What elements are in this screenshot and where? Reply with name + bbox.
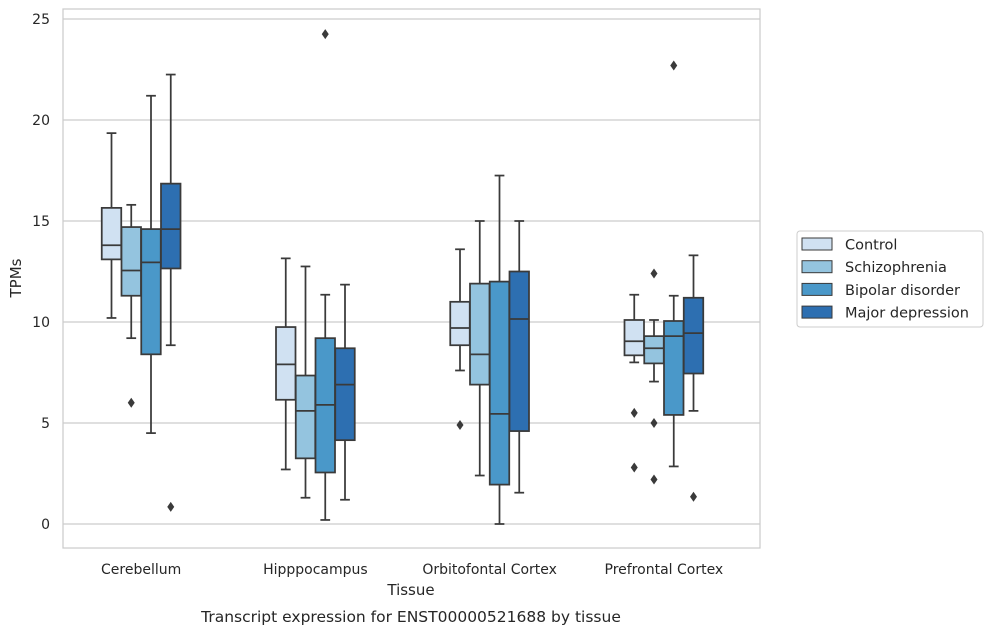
x-tick-label: Orbitofontal Cortex	[422, 562, 557, 578]
legend-label: Major depression	[845, 306, 969, 322]
y-axis-ticks: 0 5 10 15 20 25	[32, 12, 50, 533]
box-body	[334, 347, 356, 442]
box-control	[623, 293, 645, 473]
x-axis-label: Tissue	[386, 581, 434, 599]
outlier-point	[630, 462, 638, 473]
box-major-depression	[682, 254, 705, 502]
box-body	[663, 320, 685, 416]
box-major-depression	[334, 283, 356, 501]
box-major-depression	[508, 220, 530, 494]
outlier-point	[321, 29, 329, 40]
y-tick-label: 20	[32, 113, 50, 129]
box-body	[294, 374, 317, 460]
legend-label: Bipolar disorder	[845, 283, 960, 299]
outlier-point	[456, 420, 464, 431]
legend-frame	[796, 230, 984, 328]
y-tick-label: 25	[32, 12, 50, 28]
box-body	[140, 228, 162, 356]
legend-label: Schizophrenia	[845, 260, 947, 276]
box-major-depression	[160, 73, 182, 512]
box-body	[100, 206, 123, 261]
box-body	[682, 296, 705, 375]
box-schizophrenia	[120, 203, 142, 408]
x-tick-label: Cerebellum	[101, 562, 181, 578]
legend-swatch	[801, 305, 833, 319]
y-axis-label: TPMs	[7, 258, 25, 298]
legend-swatch	[801, 237, 833, 251]
box-body	[449, 300, 471, 347]
outlier-point	[650, 418, 658, 428]
box-body	[120, 226, 142, 297]
y-tick-label: 5	[41, 416, 50, 432]
box-body	[623, 319, 645, 357]
box-body	[160, 182, 182, 270]
box-schizophrenia	[294, 265, 317, 499]
x-axis-ticks: Cerebellum Hipppocampus Orbitofontal Corte…	[101, 562, 723, 578]
outlier-point	[167, 501, 175, 512]
box-control	[100, 132, 123, 319]
outlier-point	[650, 268, 658, 279]
box-schizophrenia	[469, 220, 491, 477]
box-body	[469, 282, 491, 386]
box-control	[449, 248, 471, 431]
outlier-point	[670, 60, 678, 71]
outlier-point	[650, 474, 658, 485]
box-body	[275, 326, 297, 401]
chart-caption: Transcript expression for ENST0000052168…	[200, 608, 621, 626]
box-bipolar-disorder	[140, 94, 162, 434]
box-bipolar-disorder	[488, 174, 511, 525]
box-body	[508, 270, 530, 432]
legend-label: Control	[845, 238, 897, 254]
box-schizophrenia	[643, 268, 665, 485]
boxes	[100, 29, 705, 525]
outlier-point	[127, 397, 135, 408]
y-tick-label: 10	[32, 315, 50, 331]
box-bipolar-disorder	[314, 29, 336, 521]
y-tick-label: 0	[41, 517, 50, 533]
legend-swatch	[801, 260, 833, 274]
box-body	[488, 280, 511, 486]
box-bipolar-disorder	[663, 60, 685, 468]
legend-swatch	[801, 282, 833, 296]
x-tick-label: Hipppocampus	[263, 562, 368, 578]
outlier-point	[690, 491, 697, 502]
outlier-point	[630, 407, 638, 418]
legend: Control Schizophrenia Bipolar disorder Majo…	[796, 230, 984, 328]
box-control	[275, 257, 297, 471]
box-body	[643, 335, 665, 365]
x-tick-label: Prefrontal Cortex	[605, 562, 724, 578]
plot-area-frame	[62, 8, 761, 549]
y-tick-label: 15	[32, 214, 50, 230]
